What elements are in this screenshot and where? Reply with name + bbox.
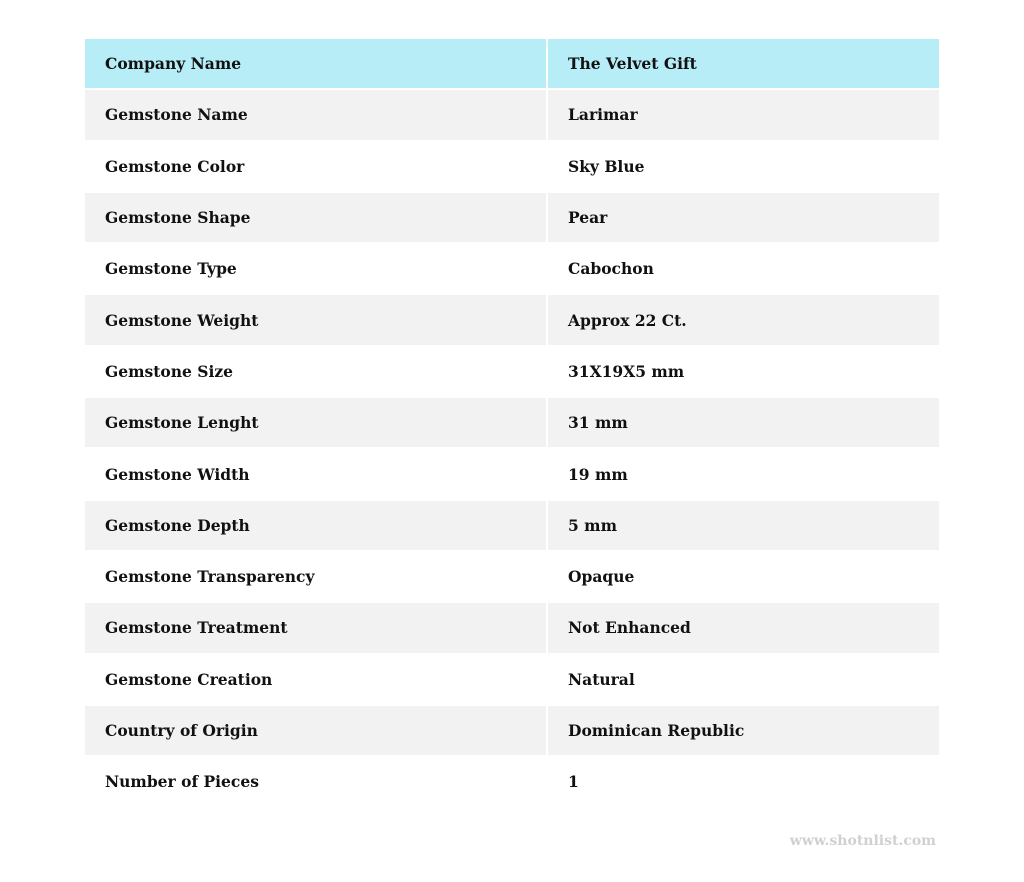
row-label: Gemstone Transparency <box>85 550 548 604</box>
row-label: Gemstone Treatment <box>85 602 548 655</box>
table-row: Gemstone Treatment Not Enhanced <box>85 602 939 655</box>
table-row: Gemstone Name Larimar <box>85 89 939 142</box>
table-row: Gemstone Weight Approx 22 Ct. <box>85 294 939 347</box>
table-row: Gemstone Shape Pear <box>85 191 939 245</box>
table-row: Gemstone Color Sky Blue <box>85 140 939 193</box>
row-value: Dominican Republic <box>547 704 939 758</box>
gemstone-spec-table: Company Name The Velvet Gift Gemstone Name… <box>85 39 939 809</box>
row-label: Country of Origin <box>85 704 548 758</box>
row-value: Larimar <box>547 89 939 142</box>
row-label: Gemstone Size <box>85 345 548 399</box>
row-value: Sky Blue <box>547 140 939 193</box>
row-value: 19 mm <box>547 448 939 501</box>
table-row: Gemstone Creation Natural <box>85 653 939 706</box>
row-value: 31X19X5 mm <box>547 345 939 399</box>
row-label: Gemstone Type <box>85 243 548 296</box>
table-row: Gemstone Lenght 31 mm <box>85 397 939 450</box>
row-value: 31 mm <box>547 397 939 450</box>
row-value: 1 <box>547 756 939 809</box>
row-label: Gemstone Name <box>85 89 548 142</box>
row-value: Natural <box>547 653 939 706</box>
table-row: Gemstone Transparency Opaque <box>85 550 939 604</box>
table-row: Gemstone Size 31X19X5 mm <box>85 345 939 399</box>
watermark: www.shotnlist.com <box>789 833 936 849</box>
table-row: Gemstone Type Cabochon <box>85 243 939 296</box>
row-value: The Velvet Gift <box>547 39 939 91</box>
row-label: Gemstone Width <box>85 448 548 501</box>
row-value: Pear <box>547 191 939 245</box>
table-header-row: Company Name The Velvet Gift <box>85 39 939 91</box>
row-value: Approx 22 Ct. <box>547 294 939 347</box>
row-label: Gemstone Weight <box>85 294 548 347</box>
table-row: Gemstone Depth 5 mm <box>85 499 939 552</box>
row-value: 5 mm <box>547 499 939 552</box>
row-label: Gemstone Lenght <box>85 397 548 450</box>
row-value: Not Enhanced <box>547 602 939 655</box>
table-row: Country of Origin Dominican Republic <box>85 704 939 758</box>
row-label: Gemstone Shape <box>85 191 548 245</box>
row-label: Gemstone Color <box>85 140 548 193</box>
row-value: Opaque <box>547 550 939 604</box>
row-value: Cabochon <box>547 243 939 296</box>
row-label: Gemstone Depth <box>85 499 548 552</box>
table-row: Gemstone Width 19 mm <box>85 448 939 501</box>
table-row: Number of Pieces 1 <box>85 756 939 809</box>
row-label: Company Name <box>85 39 548 91</box>
row-label: Number of Pieces <box>85 756 548 809</box>
row-label: Gemstone Creation <box>85 653 548 706</box>
